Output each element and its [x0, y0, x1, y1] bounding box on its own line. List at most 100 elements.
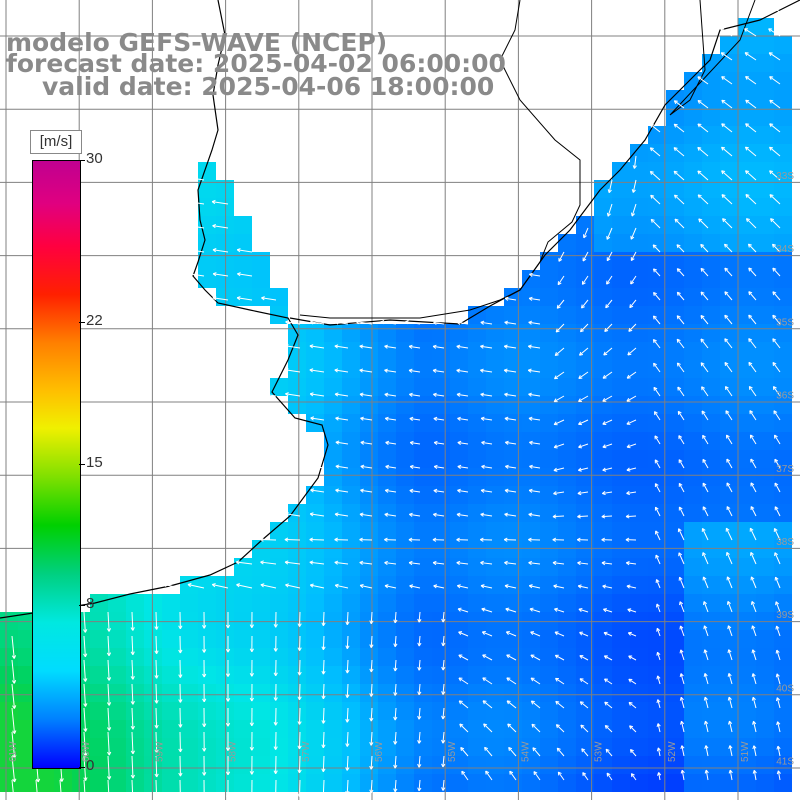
- wind-arrow: [225, 779, 231, 799]
- wind-speed-cell: [522, 558, 540, 576]
- wind-speed-cell: [756, 54, 774, 72]
- wind-speed-cell: [144, 630, 162, 648]
- wind-arrow: [579, 678, 589, 685]
- wind-speed-cell: [378, 468, 396, 486]
- wind-speed-cell: [540, 702, 558, 720]
- wind-speed-cell: [738, 414, 756, 432]
- wind-arrow: [457, 464, 469, 469]
- wind-speed-cell: [216, 738, 234, 756]
- wind-arrow: [335, 440, 349, 445]
- wind-speed-cell: [450, 612, 468, 630]
- wind-speed-cell: [558, 666, 576, 684]
- wind-arrow: [417, 707, 422, 720]
- wind-speed-cell: [306, 396, 324, 414]
- wind-speed-cell: [594, 450, 612, 468]
- wind-speed-cell: [324, 630, 342, 648]
- wind-speed-cell: [612, 666, 630, 684]
- wind-speed-cell: [252, 252, 270, 270]
- wind-speed-cell: [306, 756, 324, 774]
- wind-arrow: [577, 514, 589, 519]
- wind-speed-cell: [216, 612, 234, 630]
- wind-speed-cell: [342, 648, 360, 666]
- wind-speed-cell: [216, 720, 234, 738]
- wind-speed-cell: [738, 432, 756, 450]
- wind-speed-cell: [522, 306, 540, 324]
- wind-speed-cell: [684, 126, 702, 144]
- model-title: modelo GEFS-WAVE (NCEP): [6, 28, 388, 57]
- wind-arrow: [728, 769, 733, 781]
- wind-arrow: [188, 248, 205, 253]
- wind-speed-cell: [594, 198, 612, 216]
- wind-arrow: [505, 440, 517, 445]
- wind-speed-cell: [612, 180, 630, 198]
- wind-speed-cell: [342, 396, 360, 414]
- wind-arrow: [604, 323, 613, 332]
- wind-arrow: [650, 194, 661, 205]
- wind-arrow: [83, 635, 88, 658]
- wind-arrow: [769, 194, 781, 205]
- wind-arrow: [701, 386, 709, 397]
- wind-speed-cell: [540, 666, 558, 684]
- wind-arrow: [505, 631, 517, 637]
- wind-speed-cell: [756, 702, 774, 720]
- wind-arrow: [441, 611, 446, 623]
- wind-speed-cell: [702, 72, 720, 90]
- wind-arrow: [441, 707, 446, 720]
- wind-speed-cell: [738, 108, 756, 126]
- wind-speed-cell: [540, 594, 558, 612]
- wind-arrow: [750, 601, 757, 613]
- wind-speed-cell: [396, 774, 414, 792]
- wind-speed-cell: [360, 396, 378, 414]
- wind-arrow: [579, 631, 589, 637]
- wind-arrow: [334, 537, 349, 542]
- wind-arrow: [703, 625, 709, 637]
- wind-speed-cell: [738, 252, 756, 270]
- wind-arrow: [626, 490, 637, 496]
- wind-speed-cell: [90, 594, 108, 612]
- wind-speed-cell: [774, 72, 792, 90]
- wind-speed-cell: [630, 360, 648, 378]
- wind-speed-cell: [630, 486, 648, 504]
- wind-arrow: [656, 675, 661, 685]
- wind-speed-cell: [756, 198, 774, 216]
- wind-arrow: [369, 779, 374, 794]
- wind-arrow: [700, 338, 709, 349]
- wind-arrow: [625, 561, 637, 566]
- wind-speed-cell: [648, 540, 666, 558]
- wind-speed-cell: [756, 594, 774, 612]
- wind-arrow: [456, 344, 469, 349]
- wind-speed-cell: [90, 684, 108, 702]
- wind-arrow: [581, 748, 589, 757]
- wind-arrow: [751, 696, 757, 709]
- wind-arrow: [557, 771, 565, 781]
- wind-speed-cell: [396, 738, 414, 756]
- wind-speed-cell: [252, 648, 270, 666]
- wind-arrow: [393, 635, 398, 648]
- wind-speed-cell: [648, 486, 666, 504]
- wind-speed-cell: [504, 486, 522, 504]
- wind-arrow: [504, 416, 517, 421]
- wind-arrow: [456, 320, 469, 325]
- wind-speed-cell: [324, 360, 342, 378]
- wind-arrow: [345, 731, 350, 747]
- wind-speed-cell: [540, 522, 558, 540]
- wind-speed-cell: [702, 378, 720, 396]
- wind-speed-cell: [666, 324, 684, 342]
- wind-speed-cell: [666, 126, 684, 144]
- wind-arrow: [212, 223, 229, 229]
- wind-speed-cell: [612, 630, 630, 648]
- wind-speed-cell: [522, 270, 540, 288]
- wind-arrow: [579, 701, 589, 709]
- wind-arrow: [654, 530, 661, 541]
- wind-arrow: [652, 315, 661, 325]
- wind-speed-cell: [774, 126, 792, 144]
- wind-arrow: [678, 435, 685, 445]
- wind-arrow: [700, 243, 709, 253]
- wind-speed-cell: [252, 558, 270, 576]
- wind-speed-cell: [432, 414, 450, 432]
- wind-arrow: [480, 488, 493, 493]
- wind-arrow: [441, 731, 446, 744]
- wind-arrow: [503, 537, 517, 542]
- wind-speed-cell: [270, 612, 288, 630]
